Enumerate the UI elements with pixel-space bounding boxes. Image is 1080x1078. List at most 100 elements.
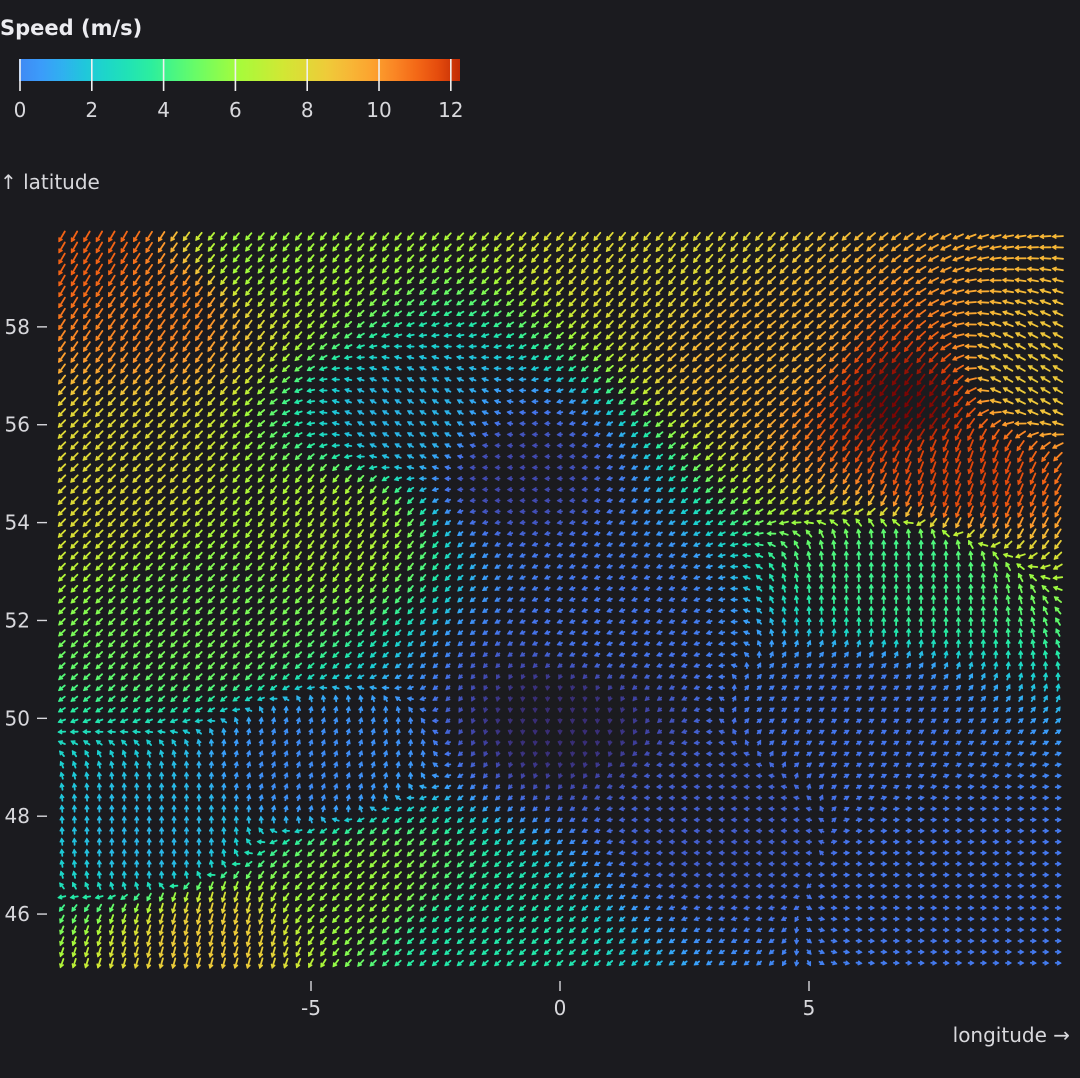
wind-arrow [421, 939, 426, 943]
wind-arrow [1019, 629, 1022, 636]
wind-arrow [532, 378, 537, 381]
wind-arrow [246, 443, 252, 449]
wind-arrow [1044, 685, 1047, 691]
wind-arrow [458, 895, 463, 900]
wind-arrow [346, 299, 352, 305]
wind-arrow [396, 487, 401, 492]
wind-arrow [122, 685, 128, 690]
wind-arrow [993, 507, 998, 517]
wind-arrow [895, 607, 898, 614]
wind-arrow [283, 354, 289, 360]
wind-arrow [869, 895, 874, 898]
wind-arrow [944, 720, 948, 723]
wind-arrow [844, 939, 849, 942]
wind-arrow [956, 873, 960, 876]
wind-arrow [620, 796, 624, 799]
wind-arrow [395, 839, 401, 844]
wind-arrow [693, 409, 700, 415]
wind-arrow [508, 455, 512, 458]
wind-arrow [633, 752, 636, 755]
wind-arrow [171, 575, 177, 581]
wind-arrow [470, 400, 475, 403]
wind-arrow [409, 740, 412, 745]
wind-arrow [770, 818, 774, 821]
wind-arrow [96, 442, 103, 449]
wind-arrow [880, 353, 887, 362]
wind-arrow [271, 872, 276, 878]
wind-arrow [719, 487, 725, 492]
wind-arrow [334, 541, 339, 548]
wind-arrow [160, 839, 163, 845]
wind-arrow [272, 785, 275, 790]
wind-arrow [73, 839, 76, 845]
wind-arrow [932, 686, 936, 689]
wind-arrow [109, 519, 115, 526]
wind-arrow [969, 818, 974, 821]
wind-arrow [508, 444, 512, 447]
wind-arrow [558, 565, 562, 568]
wind-arrow [583, 664, 587, 667]
wind-arrow [496, 796, 500, 799]
wind-arrow [595, 488, 599, 491]
wind-arrow [694, 432, 701, 438]
wind-arrow [446, 510, 450, 513]
wind-arrow [358, 300, 364, 306]
wind-arrow [931, 484, 936, 495]
wind-arrow [421, 499, 426, 503]
wind-arrow [681, 332, 688, 339]
wind-arrow [620, 818, 624, 821]
wind-arrow [196, 674, 202, 679]
wind-arrow [221, 553, 227, 559]
wind-arrow [547, 785, 550, 788]
wind-arrow [733, 730, 736, 734]
wind-arrow [558, 477, 562, 480]
wind-arrow [969, 629, 972, 636]
wind-arrow [308, 344, 314, 349]
wind-arrow [907, 552, 910, 559]
wind-arrow [246, 630, 252, 636]
wind-arrow [383, 828, 388, 833]
wind-arrow [271, 454, 277, 460]
wind-arrow [831, 497, 837, 504]
wind-arrow [857, 753, 861, 756]
wind-arrow [534, 763, 537, 766]
wind-arrow [420, 488, 425, 491]
wind-arrow [820, 619, 823, 625]
wind-arrow [956, 462, 961, 473]
wind-arrow [421, 520, 426, 525]
wind-arrow [283, 366, 289, 371]
wind-arrow [869, 873, 874, 876]
wind-arrow [966, 345, 976, 348]
wind-arrow [171, 884, 178, 887]
wind-arrow [917, 342, 925, 351]
wind-arrow [1043, 939, 1048, 942]
wind-arrow [807, 873, 811, 876]
wind-arrow [172, 893, 175, 901]
wind-arrow [558, 609, 562, 612]
wind-arrow [546, 697, 549, 700]
wind-arrow [1044, 663, 1047, 669]
wind-arrow [906, 851, 910, 854]
wind-arrow [720, 708, 723, 711]
wind-arrow [731, 442, 738, 449]
wind-arrow [820, 641, 823, 646]
wind-arrow [557, 299, 563, 305]
wind-arrow [208, 298, 214, 307]
wind-arrow [321, 927, 326, 933]
wind-arrow [71, 486, 78, 493]
wind-arrow [408, 894, 414, 900]
wind-arrow [1031, 518, 1036, 527]
wind-arrow [546, 433, 550, 436]
wind-arrow [508, 587, 512, 590]
wind-arrow [85, 795, 88, 801]
wind-arrow [1018, 495, 1023, 505]
wind-arrow [383, 552, 388, 559]
wind-arrow [981, 731, 985, 734]
wind-arrow [271, 465, 276, 471]
wind-arrow [321, 675, 326, 678]
wind-arrow [522, 785, 525, 788]
wind-arrow [259, 508, 264, 515]
wind-arrow [907, 687, 911, 690]
wind-arrow [732, 609, 737, 612]
wind-arrow [171, 619, 177, 625]
